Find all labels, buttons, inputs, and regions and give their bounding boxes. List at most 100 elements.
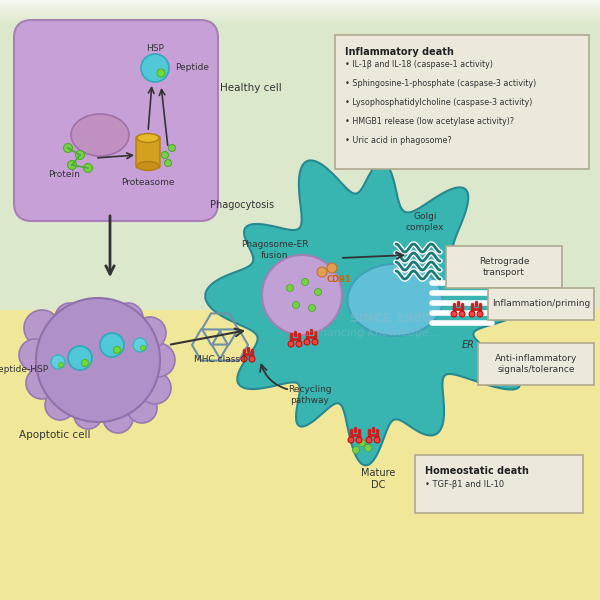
Circle shape <box>36 298 160 422</box>
FancyBboxPatch shape <box>0 0 600 310</box>
Circle shape <box>84 298 112 326</box>
Text: • Sphingosine-1-phosphate (caspase-3 activity): • Sphingosine-1-phosphate (caspase-3 act… <box>345 79 536 88</box>
Text: Peptide: Peptide <box>175 64 209 73</box>
FancyBboxPatch shape <box>488 288 594 320</box>
FancyBboxPatch shape <box>0 20 600 21</box>
Text: MHC class I: MHC class I <box>193 355 245 364</box>
Text: • Lysophosphatidylcholine (caspase-3 activity): • Lysophosphatidylcholine (caspase-3 act… <box>345 98 532 107</box>
Circle shape <box>24 310 60 346</box>
Text: • IL-1β and IL-18 (caspase-1 activity): • IL-1β and IL-18 (caspase-1 activity) <box>345 60 493 69</box>
Ellipse shape <box>347 264 443 336</box>
Circle shape <box>308 304 316 311</box>
Circle shape <box>169 145 176 151</box>
FancyBboxPatch shape <box>0 8 600 9</box>
Text: Anti-inflammatory
signals/tolerance: Anti-inflammatory signals/tolerance <box>495 354 577 374</box>
Circle shape <box>366 437 372 443</box>
FancyBboxPatch shape <box>0 22 600 23</box>
Text: HSP: HSP <box>146 44 164 53</box>
Circle shape <box>356 437 362 443</box>
Circle shape <box>477 311 483 317</box>
Text: Peptide-HSP: Peptide-HSP <box>0 365 48 374</box>
Text: Inflammation/priming: Inflammation/priming <box>492 299 590 308</box>
Circle shape <box>83 163 92 173</box>
Circle shape <box>26 367 58 399</box>
Circle shape <box>451 311 457 317</box>
Ellipse shape <box>71 114 129 156</box>
Circle shape <box>161 151 169 158</box>
Circle shape <box>312 339 318 345</box>
FancyBboxPatch shape <box>0 11 600 12</box>
Circle shape <box>302 278 308 286</box>
Circle shape <box>314 289 322 295</box>
Text: Homeostatic death: Homeostatic death <box>425 466 529 476</box>
Circle shape <box>304 339 310 345</box>
Circle shape <box>293 301 299 308</box>
Circle shape <box>59 362 64 367</box>
Circle shape <box>459 311 465 317</box>
FancyBboxPatch shape <box>415 455 583 513</box>
Text: Golgi
complex: Golgi complex <box>406 212 444 232</box>
Text: • HMGB1 release (low acetylase activity)?: • HMGB1 release (low acetylase activity)… <box>345 117 514 126</box>
FancyBboxPatch shape <box>0 18 600 19</box>
FancyBboxPatch shape <box>14 20 218 221</box>
Polygon shape <box>205 160 525 466</box>
Circle shape <box>317 267 327 277</box>
Circle shape <box>157 69 165 77</box>
Circle shape <box>64 143 73 152</box>
Text: Protein: Protein <box>48 170 80 179</box>
Circle shape <box>288 341 294 347</box>
FancyBboxPatch shape <box>0 21 600 22</box>
FancyBboxPatch shape <box>0 17 600 18</box>
Circle shape <box>353 446 359 454</box>
Circle shape <box>134 317 166 349</box>
FancyBboxPatch shape <box>0 15 600 16</box>
Text: Retrograde
transport: Retrograde transport <box>479 257 529 277</box>
Text: Healthy cell: Healthy cell <box>220 83 282 93</box>
FancyBboxPatch shape <box>0 19 600 20</box>
Circle shape <box>67 160 77 169</box>
FancyBboxPatch shape <box>446 246 562 288</box>
Text: Recycling
pathway: Recycling pathway <box>288 385 332 405</box>
Text: • TGF-β1 and IL-10: • TGF-β1 and IL-10 <box>425 480 504 489</box>
Circle shape <box>100 333 124 357</box>
FancyBboxPatch shape <box>0 5 600 6</box>
FancyBboxPatch shape <box>0 23 600 24</box>
FancyBboxPatch shape <box>0 16 600 17</box>
Circle shape <box>19 339 51 371</box>
Ellipse shape <box>137 133 159 142</box>
Text: Phagocytosis: Phagocytosis <box>210 200 274 210</box>
Circle shape <box>141 54 169 82</box>
Circle shape <box>139 372 171 404</box>
FancyBboxPatch shape <box>0 13 600 14</box>
Text: Proteasome: Proteasome <box>121 178 175 187</box>
FancyBboxPatch shape <box>0 310 600 600</box>
FancyBboxPatch shape <box>0 12 600 13</box>
Circle shape <box>76 151 85 160</box>
Circle shape <box>55 303 85 333</box>
Text: Enhancing Knowledge ...: Enhancing Knowledge ... <box>307 328 443 338</box>
Text: Inflammatory death: Inflammatory death <box>345 47 454 57</box>
FancyBboxPatch shape <box>0 14 600 15</box>
FancyBboxPatch shape <box>136 136 160 168</box>
Circle shape <box>469 311 475 317</box>
Circle shape <box>249 356 255 362</box>
Text: Apoptotic cell: Apoptotic cell <box>19 430 91 440</box>
Circle shape <box>164 160 172 166</box>
FancyBboxPatch shape <box>335 35 589 169</box>
Circle shape <box>74 401 102 429</box>
Circle shape <box>51 355 65 369</box>
Circle shape <box>296 341 302 347</box>
Circle shape <box>140 346 146 350</box>
Circle shape <box>113 303 143 333</box>
Text: CD91: CD91 <box>327 275 352 284</box>
Circle shape <box>141 343 175 377</box>
Circle shape <box>348 437 354 443</box>
FancyBboxPatch shape <box>0 1 600 2</box>
Circle shape <box>262 255 342 335</box>
Text: SINCE 1980: SINCE 1980 <box>350 311 430 325</box>
Circle shape <box>82 359 89 367</box>
Ellipse shape <box>137 161 159 170</box>
FancyBboxPatch shape <box>0 2 600 3</box>
FancyBboxPatch shape <box>0 6 600 7</box>
Circle shape <box>365 445 371 451</box>
